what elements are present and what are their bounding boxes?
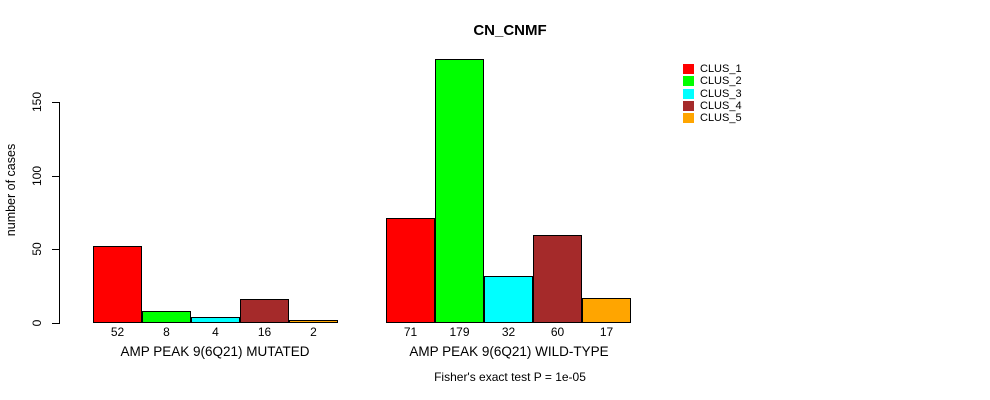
bar-value-label: 16 xyxy=(257,325,272,339)
y-axis-tick xyxy=(52,249,60,250)
legend-item: CLUS_3 xyxy=(683,88,742,100)
y-axis-tick-label: 0 xyxy=(30,319,44,327)
legend-item: CLUS_1 xyxy=(683,63,742,75)
bar-clus_3 xyxy=(484,275,533,323)
fisher-test-annotation: Fisher's exact test P = 1e-05 xyxy=(434,370,586,384)
legend-swatch-icon xyxy=(683,88,694,99)
legend-item: CLUS_4 xyxy=(683,100,742,112)
group-label-mutated: AMP PEAK 9(6Q21) MUTATED xyxy=(120,344,310,359)
legend-swatch-icon xyxy=(683,76,694,87)
bar-value-label: 8 xyxy=(163,325,170,339)
legend-label: CLUS_1 xyxy=(700,63,742,76)
bar-clus_5 xyxy=(582,297,631,323)
legend-item: CLUS_5 xyxy=(683,112,742,124)
bar-value-label: 179 xyxy=(449,325,470,339)
bar-clus_4 xyxy=(533,234,582,323)
bar-value-label: 17 xyxy=(599,325,614,339)
y-axis-tick-label: 150 xyxy=(30,91,44,113)
legend-label: CLUS_4 xyxy=(700,100,742,113)
legend-swatch-icon xyxy=(683,64,694,75)
legend-item: CLUS_2 xyxy=(683,75,742,87)
y-axis-tick xyxy=(52,176,60,177)
legend-swatch-icon xyxy=(683,113,694,124)
bar-clus_5 xyxy=(289,320,338,323)
legend-label: CLUS_5 xyxy=(700,112,742,125)
bar-value-label: 32 xyxy=(501,325,516,339)
bar-value-label: 4 xyxy=(212,325,219,339)
y-axis-tick-label: 50 xyxy=(30,242,44,256)
bar-clus_4 xyxy=(240,299,289,323)
y-axis-tick xyxy=(52,102,60,103)
y-axis-tick-label: 100 xyxy=(30,165,44,187)
bar-value-label: 2 xyxy=(310,325,317,339)
legend: CLUS_1 CLUS_2 CLUS_3 CLUS_4 CLUS_5 xyxy=(683,63,742,124)
legend-label: CLUS_2 xyxy=(700,75,742,88)
bar-clus_3 xyxy=(191,317,240,323)
bar-clus_2 xyxy=(435,59,484,323)
y-axis-tick xyxy=(52,323,60,324)
bar-clus_2 xyxy=(142,311,191,323)
bar-value-label: 52 xyxy=(110,325,125,339)
legend-label: CLUS_3 xyxy=(700,87,742,100)
bar-clus_1 xyxy=(93,246,142,323)
bar-value-label: 71 xyxy=(403,325,418,339)
bar-clus_1 xyxy=(386,218,435,323)
y-axis-line xyxy=(59,102,60,324)
group-label-wild-type: AMP PEAK 9(6Q21) WILD-TYPE xyxy=(409,344,609,359)
legend-swatch-icon xyxy=(683,101,694,112)
chart-title: CN_CNMF xyxy=(473,22,547,39)
bar-value-label: 60 xyxy=(550,325,565,339)
y-axis-label: number of cases xyxy=(4,143,18,237)
